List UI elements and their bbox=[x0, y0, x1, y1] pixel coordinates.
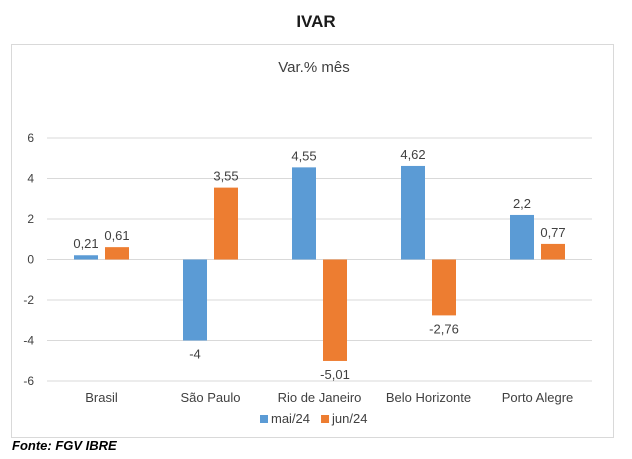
bar-chart: Var.% mês -6 -4 -2 0 2 4 6 0,21 0,61 Brasil -4 3,55 S… bbox=[23, 59, 592, 426]
x-tick-label: Belo Horizonte bbox=[386, 390, 471, 405]
y-tick-label: -4 bbox=[23, 334, 34, 348]
x-tick-label: Brasil bbox=[85, 390, 118, 405]
data-label: 3,55 bbox=[213, 169, 238, 184]
data-label: -5,01 bbox=[320, 367, 350, 382]
page-title: IVAR bbox=[296, 12, 336, 31]
legend-swatch bbox=[321, 415, 330, 423]
bar-jun/24 bbox=[541, 243, 565, 260]
data-label: 2,2 bbox=[513, 196, 531, 211]
bar-mai/24 bbox=[74, 255, 98, 260]
source-note: Fonte: FGV IBRE bbox=[12, 438, 117, 453]
bar-mai/24 bbox=[510, 214, 534, 260]
data-label: 0,77 bbox=[540, 225, 565, 240]
data-label: 4,62 bbox=[400, 147, 425, 162]
legend-label: mai/24 bbox=[271, 411, 310, 426]
bar-jun/24 bbox=[214, 187, 238, 260]
data-label: -2,76 bbox=[429, 321, 459, 336]
x-tick-label: São Paulo bbox=[181, 390, 241, 405]
data-label: 0,21 bbox=[73, 236, 98, 251]
data-label: 0,61 bbox=[104, 228, 129, 243]
y-tick-label: 2 bbox=[27, 212, 34, 226]
chart-subtitle: Var.% mês bbox=[278, 59, 349, 76]
data-label: -4 bbox=[189, 347, 201, 362]
bar-mai/24 bbox=[183, 259, 207, 341]
x-tick-label: Porto Alegre bbox=[502, 390, 574, 405]
chart-area: Var.% mês -6 -4 -2 0 2 4 6 0,21 0,61 Brasil -4 3,55 S… bbox=[11, 44, 614, 438]
bar-jun/24 bbox=[432, 259, 456, 316]
bar-mai/24 bbox=[401, 165, 425, 260]
y-tick-label: 4 bbox=[27, 172, 34, 186]
y-tick-label: -2 bbox=[23, 293, 34, 307]
bar-jun/24 bbox=[323, 259, 347, 361]
bar-jun/24 bbox=[105, 247, 129, 260]
legend-swatch bbox=[260, 415, 268, 423]
data-label: 4,55 bbox=[291, 148, 316, 163]
legend-label: jun/24 bbox=[331, 411, 367, 426]
y-tick-label: 0 bbox=[27, 253, 34, 267]
bar-mai/24 bbox=[292, 167, 316, 260]
x-tick-label: Rio de Janeiro bbox=[278, 390, 362, 405]
y-tick-label: 6 bbox=[27, 131, 34, 145]
y-tick-label: -6 bbox=[23, 374, 34, 388]
